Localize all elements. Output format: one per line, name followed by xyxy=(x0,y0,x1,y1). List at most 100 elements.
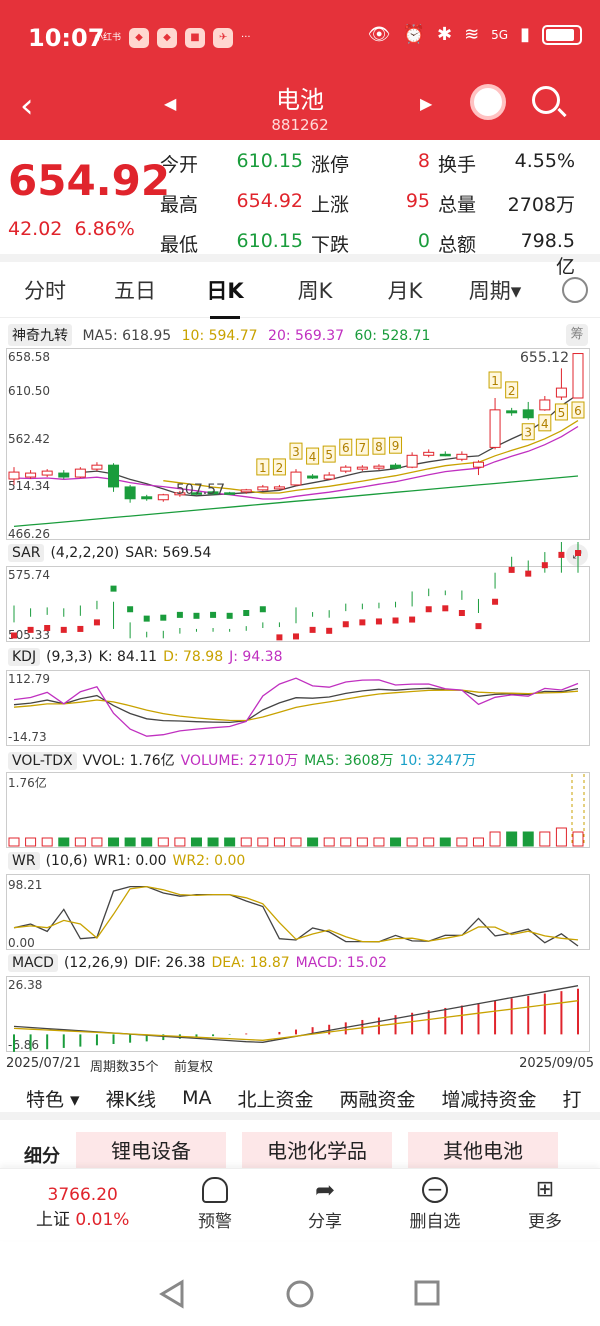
td9-marker xyxy=(389,436,403,454)
feature-northbound[interactable]: 北上资金 xyxy=(237,1088,314,1111)
candle-body xyxy=(224,492,236,495)
more-button[interactable]: ⊞ 更多 xyxy=(528,1177,562,1232)
sar-dot xyxy=(259,606,266,613)
macd-chart[interactable] xyxy=(0,952,600,1056)
volume-bar xyxy=(489,831,501,847)
feature-naked-k[interactable]: 裸K线 xyxy=(105,1088,157,1111)
tab-daily-k[interactable]: 日K xyxy=(180,275,270,319)
sar-dot xyxy=(293,633,299,640)
feature-bar: 特色 ▾ 裸K线 MA 北上资金 两融资金 增减持资金 打 xyxy=(0,1084,600,1120)
td9-label: 3 xyxy=(292,445,300,459)
index-ticker[interactable]: 3766.20 上证 0.01% xyxy=(36,1185,129,1230)
indicator-select[interactable]: 神奇九转 xyxy=(8,324,72,346)
share-button[interactable]: ➦ 分享 xyxy=(308,1176,342,1232)
chip-other-battery[interactable]: 其他电池 xyxy=(408,1132,558,1170)
kdj-chart[interactable] xyxy=(0,646,600,748)
candle-body xyxy=(572,353,584,399)
volume-bar xyxy=(74,837,86,847)
search-icon[interactable] xyxy=(532,86,560,114)
quote-panel: 654.92 42.02 6.86% 今开 610.15 涨停 8 换手 4.55% … xyxy=(0,140,600,278)
td9-label: 6 xyxy=(342,441,350,455)
kline-frame xyxy=(6,348,590,540)
wr-chart[interactable] xyxy=(0,850,600,952)
chip-distribution-button[interactable]: 筹 xyxy=(566,324,588,346)
y-label: 0.00 xyxy=(8,936,35,950)
next-stock-icon[interactable]: ▶ xyxy=(420,94,433,113)
wr-select[interactable]: WR xyxy=(8,852,40,870)
candle-body xyxy=(290,471,302,486)
tab-intraday[interactable]: 分时 xyxy=(24,278,66,303)
macd-section: MACD (12,26,9) DIF: 26.38 DEA: 18.87 MACD: 1… xyxy=(0,952,600,1056)
adjust-mode: 前复权 xyxy=(174,1060,214,1075)
sar-frame xyxy=(6,566,590,642)
feature-more[interactable]: 打 xyxy=(562,1088,582,1111)
feature-ma[interactable]: MA xyxy=(182,1087,212,1109)
tab-period[interactable]: 周期▾ xyxy=(468,278,522,303)
volume-bar xyxy=(356,837,368,847)
chip-battery-chemicals[interactable]: 电池化学品 xyxy=(242,1132,392,1170)
sar-dot xyxy=(508,566,515,573)
tab-weekly-k[interactable]: 周K xyxy=(297,278,333,303)
volume-bar xyxy=(522,831,534,847)
sar-select[interactable]: SAR xyxy=(8,544,45,562)
low-price-label: 507.57 xyxy=(176,482,225,498)
tab-monthly-k[interactable]: 月K xyxy=(387,278,423,303)
bluetooth-icon: ✱ xyxy=(436,24,453,45)
vol-select[interactable]: VOL-TDX xyxy=(8,752,77,770)
sar-chart[interactable] xyxy=(0,542,600,644)
high-price-label: 655.12 xyxy=(520,350,569,366)
td9-label: 5 xyxy=(558,406,566,420)
remove-watchlist-button[interactable]: − 删自选 xyxy=(409,1177,461,1232)
sar-dot xyxy=(243,610,250,617)
feature-special[interactable]: 特色 ▾ xyxy=(26,1088,80,1111)
candle-body xyxy=(456,453,468,460)
tab-five-day[interactable]: 五日 xyxy=(114,278,156,303)
candle-body xyxy=(522,409,534,419)
kdj-d: D: 78.98 xyxy=(163,649,224,665)
grid-icon: ⊞ xyxy=(535,1177,555,1202)
sar-dot xyxy=(60,626,67,633)
minus-circle-icon: − xyxy=(422,1177,448,1203)
kdj-d-line xyxy=(13,689,579,722)
sar-dot xyxy=(226,612,233,619)
candle-body xyxy=(108,464,120,488)
chip-lithium-equipment[interactable]: 锂电设备 xyxy=(76,1132,226,1170)
macd-select[interactable]: MACD xyxy=(8,954,58,972)
label-advance: 上涨 xyxy=(311,194,350,216)
volume-chart[interactable] xyxy=(0,748,600,850)
candle-body xyxy=(489,409,501,448)
network-label: 5G xyxy=(491,27,509,42)
app-notification-icon: ◆ xyxy=(129,28,150,48)
kdj-section: KDJ (9,3,3) K: 84.11 D: 78.98 J: 94.38 112.7… xyxy=(0,646,600,748)
feature-margin[interactable]: 两融资金 xyxy=(339,1088,416,1111)
y-label: 26.38 xyxy=(8,978,43,992)
feature-holding-change[interactable]: 增减持资金 xyxy=(441,1088,537,1111)
td9-marker xyxy=(505,381,519,399)
td9-label: 1 xyxy=(259,461,267,475)
end-date: 2025/09/05 xyxy=(519,1056,594,1071)
sar-dot xyxy=(558,551,565,558)
volume-section: VOL-TDX VVOL: 1.76亿 VOLUME: 2710万 MA5: 3608… xyxy=(0,748,600,850)
td9-label: 2 xyxy=(276,461,284,475)
volume-bar xyxy=(207,837,219,847)
mascot-icon[interactable] xyxy=(470,84,506,120)
stock-code: 881262 xyxy=(271,116,329,134)
status-bar: 10:07 小红书 ◆ ◆ ■ ✈ ··· 👁 ⏰ ✱ ≋ 5G ▮ xyxy=(0,0,600,76)
previous-stock-icon[interactable]: ◀ xyxy=(164,94,177,113)
wifi-icon: ≋ xyxy=(464,24,480,45)
battery-icon xyxy=(542,24,582,45)
kdj-select[interactable]: KDJ xyxy=(8,648,41,666)
candle-body xyxy=(506,410,518,414)
settings-hexagon-icon[interactable] xyxy=(562,276,588,303)
sar-params: (4,2,2,20) xyxy=(50,545,120,561)
volume-bar xyxy=(91,837,103,847)
ma5-line xyxy=(80,393,579,497)
back-icon[interactable]: ‹ xyxy=(20,86,34,126)
alert-button[interactable]: 预警 xyxy=(180,1177,250,1232)
last-price: 654.92 xyxy=(8,156,171,205)
label-open: 今开 xyxy=(160,154,199,176)
candle-body xyxy=(555,387,567,398)
td9-label: 9 xyxy=(392,439,400,453)
sar-dot xyxy=(375,618,382,625)
